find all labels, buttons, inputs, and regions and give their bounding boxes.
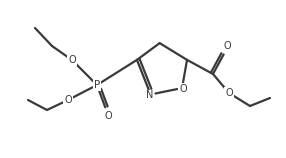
- Text: P: P: [94, 80, 100, 90]
- Text: O: O: [179, 84, 187, 94]
- Text: O: O: [68, 55, 76, 65]
- Text: N: N: [146, 91, 153, 100]
- Text: O: O: [225, 88, 233, 98]
- Text: O: O: [104, 111, 112, 121]
- Text: O: O: [223, 41, 231, 51]
- Text: O: O: [64, 95, 72, 105]
